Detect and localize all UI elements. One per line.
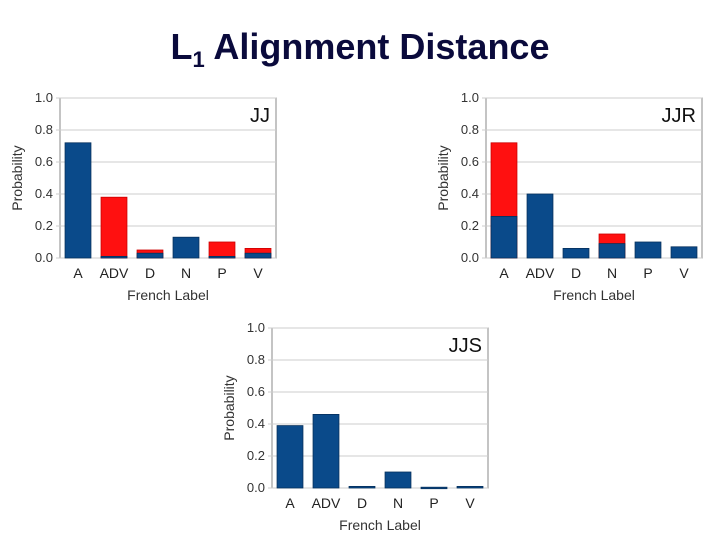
x-tick-label: N bbox=[393, 495, 403, 511]
bar-blue-n bbox=[598, 243, 626, 259]
y-tick-label: 0.6 bbox=[35, 154, 53, 169]
x-tick-label: P bbox=[429, 495, 438, 511]
chart-jjr: 0.0 0.2 0.4 0.6 0.8 1.0 A ADV D N P V JJR French Labe… bbox=[435, 90, 703, 303]
slide-title: L1 Alignment Distance bbox=[170, 26, 550, 73]
y-tick-label: 0.2 bbox=[461, 218, 479, 233]
bar-blue-a bbox=[276, 425, 304, 489]
x-tick-label: D bbox=[145, 265, 155, 281]
x-tick-label: A bbox=[73, 265, 83, 281]
bar-blue-adv bbox=[526, 193, 554, 259]
y-axis-label: Probability bbox=[9, 145, 25, 210]
chart-title: JJ bbox=[250, 105, 270, 127]
y-tick-label: 0.8 bbox=[247, 352, 265, 367]
chart-title: JJR bbox=[662, 105, 696, 127]
plot-area bbox=[59, 97, 277, 259]
x-tick-label: D bbox=[357, 495, 367, 511]
bar-blue-d bbox=[348, 485, 376, 489]
bar-blue-v bbox=[670, 246, 698, 259]
bar-red-adv bbox=[100, 196, 128, 259]
x-tick-label: N bbox=[181, 265, 191, 281]
y-tick-label: 0.6 bbox=[461, 154, 479, 169]
y-tick-label: 0.4 bbox=[247, 416, 265, 431]
bar-blue-adv bbox=[312, 414, 340, 489]
x-tick-label: P bbox=[643, 265, 652, 281]
y-tick-label: 0.2 bbox=[247, 448, 265, 463]
bar-blue-n bbox=[384, 471, 412, 489]
bar-blue-d bbox=[136, 252, 164, 259]
y-axis-label: Probability bbox=[435, 145, 451, 210]
x-tick-label: V bbox=[465, 495, 475, 511]
y-tick-label: 0.8 bbox=[461, 122, 479, 137]
x-axis-label: French Label bbox=[553, 287, 635, 303]
y-tick-label: 0.2 bbox=[35, 218, 53, 233]
bar-blue-a bbox=[64, 142, 92, 259]
bar-blue-p bbox=[634, 241, 662, 259]
chart-jjs: 0.0 0.2 0.4 0.6 0.8 1.0 A ADV D N P V JJS French Labe… bbox=[221, 320, 489, 533]
x-tick-label: V bbox=[679, 265, 689, 281]
y-tick-label: 1.0 bbox=[247, 320, 265, 335]
bar-blue-v bbox=[244, 252, 272, 259]
bar-blue-a bbox=[490, 215, 518, 259]
y-tick-label: 0.8 bbox=[35, 122, 53, 137]
y-tick-label: 0.6 bbox=[247, 384, 265, 399]
x-tick-label: ADV bbox=[526, 265, 555, 281]
y-tick-label: 1.0 bbox=[461, 90, 479, 105]
x-tick-label: P bbox=[217, 265, 226, 281]
x-tick-label: V bbox=[253, 265, 263, 281]
y-tick-label: 1.0 bbox=[35, 90, 53, 105]
x-axis-label: French Label bbox=[127, 287, 209, 303]
y-tick-label: 0.4 bbox=[461, 186, 479, 201]
bar-blue-n bbox=[172, 236, 200, 259]
y-axis-label: Probability bbox=[221, 375, 237, 440]
chart-title: JJS bbox=[449, 335, 482, 357]
y-tick-label: 0.0 bbox=[35, 250, 53, 265]
x-axis-label: French Label bbox=[339, 517, 421, 533]
bar-blue-d bbox=[562, 247, 590, 259]
y-tick-label: 0.0 bbox=[461, 250, 479, 265]
x-tick-label: ADV bbox=[312, 495, 341, 511]
bar-blue-p bbox=[420, 486, 448, 490]
y-tick-label: 0.4 bbox=[35, 186, 53, 201]
bar-blue-p bbox=[208, 255, 236, 259]
bar-blue-adv bbox=[100, 255, 128, 259]
bar-blue-v bbox=[456, 485, 484, 489]
x-tick-label: ADV bbox=[100, 265, 129, 281]
x-tick-label: D bbox=[571, 265, 581, 281]
chart-jj: 0.0 0.2 0.4 0.6 0.8 1.0 A ADV D N P V JJ French Label… bbox=[9, 90, 277, 303]
x-tick-label: N bbox=[607, 265, 617, 281]
x-tick-label: A bbox=[499, 265, 509, 281]
y-tick-label: 0.0 bbox=[247, 480, 265, 495]
bar-red-p bbox=[208, 241, 236, 259]
x-tick-label: A bbox=[285, 495, 295, 511]
